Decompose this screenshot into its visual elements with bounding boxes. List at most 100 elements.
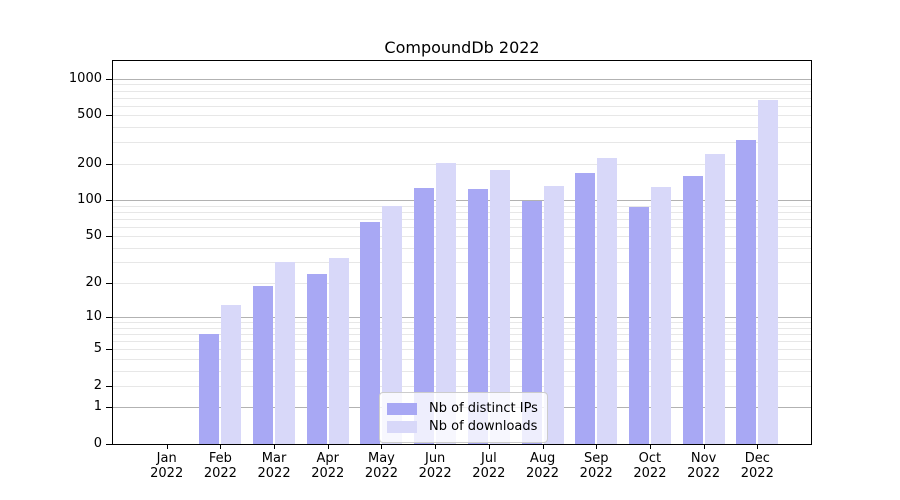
x-tick-mark-jan [166, 444, 168, 449]
gridline-minor-y90 [113, 205, 811, 207]
gridline-minor-y30 [113, 262, 811, 264]
legend-swatch-distinct-ips [387, 402, 417, 415]
bar-ips-jun [414, 187, 435, 444]
x-tick-mark-oct [649, 444, 651, 449]
y-tick-mark-10 [106, 317, 113, 319]
bar-ips-feb [199, 334, 220, 444]
x-tick-mark-mar [274, 444, 276, 449]
gridline-minor-y5 [113, 349, 811, 351]
x-tick-label-sep: Sep 2022 [579, 451, 613, 481]
gridline-minor-y70 [113, 218, 811, 220]
bar-downloads-mar [275, 262, 296, 444]
x-tick-label-aug: Aug 2022 [525, 451, 560, 481]
legend-swatch-downloads [387, 420, 417, 433]
legend-label-downloads: Nb of downloads [429, 419, 538, 434]
gridline-minor-y8 [113, 327, 811, 329]
x-tick-mark-nov [703, 444, 705, 449]
bar-ips-may [360, 221, 381, 444]
y-tick-mark-50 [106, 236, 113, 238]
gridline-minor-y2 [113, 385, 811, 387]
gridline-minor-y400 [113, 127, 811, 129]
x-tick-label-apr: Apr 2022 [311, 451, 345, 481]
gridline-minor-y9 [113, 322, 811, 324]
gridline-minor-y20 [113, 283, 811, 285]
y-tick-mark-20 [106, 283, 113, 285]
bar-ips-nov [682, 175, 703, 444]
bar-downloads-feb [221, 304, 242, 444]
y-tick-label-20: 20 [85, 275, 102, 291]
bar-ips-sep [575, 172, 596, 444]
plot-area [113, 61, 811, 444]
bar-downloads-may [382, 205, 403, 444]
bar-ips-aug [521, 200, 542, 444]
gridline-minor-y7 [113, 334, 811, 336]
chart-title: CompoundDb 2022 [384, 38, 540, 57]
y-tick-label-10: 10 [85, 309, 102, 325]
x-tick-label-nov: Nov 2022 [687, 451, 721, 481]
y-tick-label-50: 50 [85, 228, 102, 244]
x-tick-label-jul: Jul 2022 [472, 451, 506, 481]
y-tick-mark-100 [106, 200, 113, 202]
gridline-minor-y900 [113, 84, 811, 86]
y-tick-label-0: 0 [93, 436, 102, 451]
bar-downloads-nov [704, 153, 725, 444]
bar-ips-oct [628, 207, 649, 444]
gridline-minor-y3 [113, 370, 811, 372]
gridline-major-y1000 [113, 78, 811, 80]
x-tick-mark-jun [435, 444, 437, 449]
x-tick-mark-may [381, 444, 383, 449]
bar-downloads-dec [758, 99, 779, 444]
y-tick-label-2: 2 [93, 377, 102, 393]
bar-ips-jul [467, 188, 488, 444]
gridline-minor-y500 [113, 115, 811, 117]
x-tick-label-mar: Mar 2022 [257, 451, 291, 481]
x-tick-label-jan: Jan 2022 [150, 451, 184, 481]
x-tick-label-oct: Oct 2022 [633, 451, 667, 481]
gridline-minor-y60 [113, 226, 811, 228]
bar-ips-apr [306, 273, 327, 444]
gridline-major-y10 [113, 317, 811, 319]
bar-downloads-oct [650, 186, 671, 444]
x-tick-mark-sep [596, 444, 598, 449]
y-tick-label-500: 500 [77, 107, 102, 123]
gridline-minor-y200 [113, 163, 811, 165]
legend-item-downloads: Nb of downloads [387, 418, 538, 435]
gridline-minor-y40 [113, 247, 811, 249]
gridline-minor-y4 [113, 358, 811, 360]
y-tick-mark-0 [106, 444, 113, 445]
bar-downloads-sep [597, 158, 618, 444]
y-tick-label-1000: 1000 [68, 70, 102, 86]
x-tick-label-jun: Jun 2022 [418, 451, 452, 481]
bar-ips-mar [253, 285, 274, 444]
gridline-major-y100 [113, 200, 811, 202]
bar-downloads-aug [543, 186, 564, 444]
bar-ips-dec [736, 140, 757, 444]
y-tick-mark-5 [106, 349, 113, 351]
gridline-minor-y50 [113, 236, 811, 238]
y-tick-mark-1 [106, 407, 113, 409]
y-tick-mark-2 [106, 385, 113, 387]
gridline-minor-y80 [113, 211, 811, 213]
gridline-minor-y300 [113, 142, 811, 144]
y-tick-label-100: 100 [77, 192, 102, 208]
legend-item-distinct-ips: Nb of distinct IPs [387, 400, 538, 417]
gridline-minor-y600 [113, 105, 811, 107]
x-tick-label-may: May 2022 [364, 451, 398, 481]
legend-label-distinct-ips: Nb of distinct IPs [429, 401, 538, 416]
x-tick-mark-aug [542, 444, 544, 449]
x-tick-mark-feb [220, 444, 222, 449]
gridline-minor-y800 [113, 90, 811, 92]
gridline-minor-y700 [113, 97, 811, 99]
y-tick-mark-1000 [106, 78, 113, 80]
y-tick-mark-500 [106, 115, 113, 117]
x-tick-label-dec: Dec 2022 [740, 451, 774, 481]
x-tick-mark-apr [327, 444, 329, 449]
y-tick-label-1: 1 [93, 399, 102, 415]
x-tick-mark-jul [488, 444, 490, 449]
y-tick-mark-200 [106, 163, 113, 165]
y-tick-label-200: 200 [77, 155, 102, 171]
gridline-minor-y6 [113, 341, 811, 343]
bar-downloads-jun [436, 162, 457, 444]
x-tick-label-feb: Feb 2022 [203, 451, 237, 481]
